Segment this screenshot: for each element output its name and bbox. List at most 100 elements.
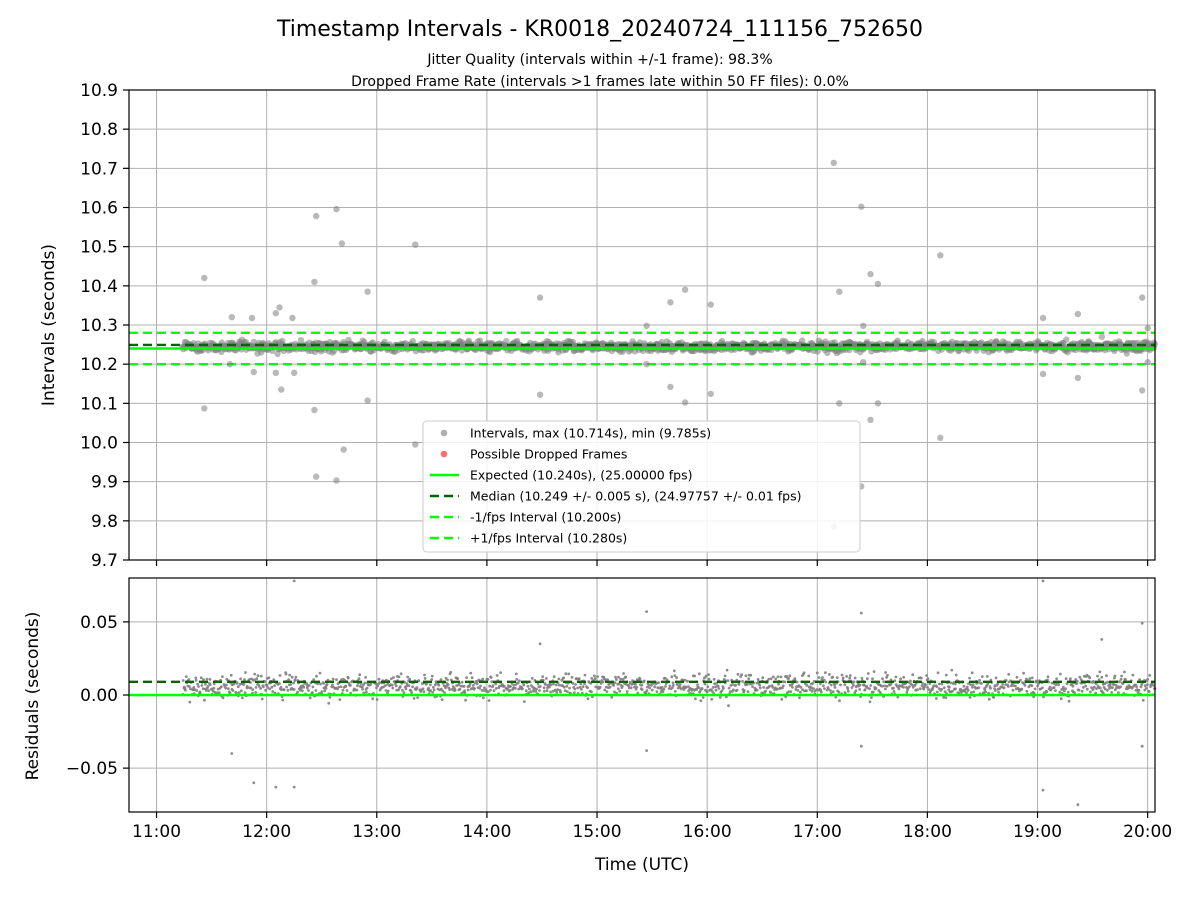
residuals-point: [1119, 677, 1123, 681]
residuals-outlier-point: [230, 752, 234, 755]
intervals-outlier-point: [313, 473, 320, 480]
residuals-point: [296, 690, 299, 694]
intervals-y-axis-label: Intervals (seconds): [39, 244, 59, 406]
residuals-point: [464, 698, 467, 702]
residuals-point: [686, 679, 689, 683]
residuals-point: [735, 688, 739, 692]
residuals-point: [703, 682, 707, 686]
residuals-point: [184, 688, 187, 692]
residuals-point: [642, 679, 646, 683]
intervals-outlier-point: [338, 240, 346, 247]
residuals-point: [557, 677, 561, 681]
residuals-point: [208, 683, 212, 686]
residuals-point: [683, 678, 687, 682]
residuals-point: [224, 686, 228, 690]
residuals-point: [911, 673, 915, 677]
residuals-point: [1046, 675, 1050, 679]
residuals-point: [984, 690, 987, 694]
residuals-point: [423, 673, 426, 677]
residuals-point: [574, 683, 577, 686]
residuals-point: [322, 682, 325, 685]
residuals-point: [896, 695, 900, 699]
residuals-point: [625, 690, 629, 693]
residuals-point: [796, 689, 800, 692]
residuals-point: [655, 690, 659, 694]
residuals-point: [1020, 687, 1024, 691]
residuals-point: [390, 677, 393, 681]
residuals-point: [301, 689, 304, 693]
residuals-point: [968, 676, 971, 680]
residuals-point: [349, 684, 352, 687]
residuals-point: [231, 689, 235, 692]
residuals-point: [951, 689, 954, 693]
residuals-point: [793, 677, 797, 680]
residuals-point: [787, 677, 791, 680]
residuals-point: [716, 684, 720, 688]
residuals-point: [781, 684, 785, 688]
residuals-point: [970, 671, 974, 675]
residuals-point: [627, 684, 630, 688]
residuals-point: [920, 684, 924, 688]
residuals-point: [378, 681, 381, 684]
intervals-outlier-point: [836, 400, 843, 407]
residuals-point: [812, 679, 816, 683]
residuals-point: [919, 676, 923, 680]
residuals-point: [744, 674, 748, 678]
residuals-point: [633, 685, 636, 689]
residuals-point: [521, 687, 524, 691]
residuals-point: [819, 690, 823, 694]
residuals-point: [405, 682, 409, 686]
residuals-outlier-point: [1140, 744, 1144, 748]
residuals-point: [308, 696, 312, 700]
residuals-point: [462, 685, 466, 688]
residuals-point: [776, 675, 780, 679]
residuals-point: [460, 680, 464, 684]
residuals-point: [529, 690, 533, 694]
residuals-point: [707, 677, 711, 681]
intervals-outlier-point: [340, 446, 347, 453]
residuals-outlier-point: [1041, 788, 1045, 792]
residuals-point: [1096, 674, 1099, 678]
intervals-axes-frame: [128, 89, 1156, 561]
x-tick-label: 14:00: [462, 822, 511, 842]
residuals-point: [850, 686, 854, 689]
residuals-point: [940, 687, 943, 691]
residuals-point: [852, 680, 856, 684]
residuals-point: [916, 688, 919, 692]
residuals-point: [365, 690, 368, 694]
residuals-point: [1140, 683, 1144, 686]
residuals-point: [706, 685, 710, 689]
residuals-point: [598, 686, 602, 689]
residuals-point: [868, 700, 872, 704]
intervals-outlier-point: [272, 310, 279, 317]
residuals-panel: 11:00 12:00 13:00 14:00 15:00 16:00 17:00 18:00…: [66, 577, 1172, 842]
intervals-y-tick-label: 10.7: [80, 159, 118, 179]
residuals-point: [613, 690, 616, 694]
residuals-point: [596, 675, 599, 678]
residuals-point: [458, 687, 462, 691]
intervals-outlier-point: [536, 391, 544, 398]
residuals-point: [491, 684, 495, 688]
residuals-point: [331, 683, 334, 687]
residuals-point: [288, 673, 292, 677]
intervals-y-tick-label: 10.6: [80, 199, 118, 219]
residuals-point: [554, 683, 558, 687]
residuals-point: [526, 684, 530, 688]
residuals-point: [1103, 687, 1107, 691]
intervals-y-tick-label: 10.4: [80, 277, 118, 297]
residuals-point: [1045, 690, 1049, 694]
residuals-point: [787, 690, 791, 693]
residuals-point: [727, 704, 730, 708]
residuals-point: [929, 689, 932, 693]
residuals-point: [337, 685, 341, 689]
residuals-point: [194, 676, 198, 680]
residuals-point: [858, 683, 862, 687]
residuals-point: [1121, 682, 1125, 686]
residuals-point: [254, 686, 258, 689]
residuals-point: [481, 696, 485, 700]
residuals-point: [688, 687, 692, 690]
residuals-point: [605, 690, 609, 693]
residuals-point: [488, 684, 491, 688]
residuals-point: [573, 691, 576, 694]
residuals-point: [1091, 688, 1095, 692]
